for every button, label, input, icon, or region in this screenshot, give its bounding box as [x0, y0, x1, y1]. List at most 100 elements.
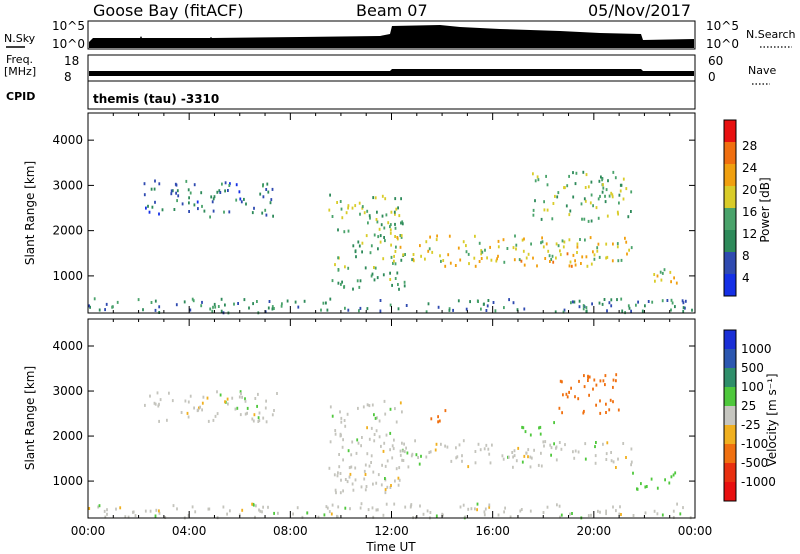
scatter-cell [267, 190, 270, 194]
colorbar-tick-label: 1000 [741, 342, 772, 356]
scatter-cell [376, 220, 379, 224]
scatter-cell [389, 448, 391, 452]
scatter-cell [383, 399, 386, 403]
scatter-cell [594, 461, 597, 465]
scatter-cell [383, 441, 386, 445]
scatter-cell [394, 262, 397, 266]
scatter-cell [366, 452, 369, 456]
scatter-cell [612, 170, 615, 174]
scatter-cell [595, 383, 598, 387]
scatter-cell [488, 452, 491, 456]
colorbar-tick-label: 8 [742, 249, 750, 263]
scatter-cell [654, 279, 656, 283]
scatter-cell [187, 415, 190, 419]
x-tick-label: 00:00 [71, 524, 106, 538]
scatter-cell [384, 197, 387, 201]
scatter-cell [395, 245, 397, 249]
scatter-cell [356, 438, 359, 442]
scatter-cell [625, 187, 628, 191]
scatter-cell [364, 266, 367, 270]
scatter-cell [344, 424, 347, 428]
scatter-cell [262, 195, 265, 199]
scatter-cell [570, 301, 572, 305]
scatter-cell [239, 197, 242, 201]
scatter-cell [391, 456, 394, 460]
scatter-cell [380, 483, 383, 487]
scatter-cell [389, 486, 392, 489]
scatter-cell [653, 273, 656, 276]
scatter-cell [605, 458, 608, 461]
scatter-cell [428, 247, 431, 251]
scatter-cell [336, 474, 339, 478]
scatter-cell [373, 266, 375, 269]
scatter-cell [616, 298, 618, 302]
scatter-cell [389, 228, 392, 232]
scatter-cell [374, 416, 377, 420]
scatter-cell [610, 304, 613, 308]
scatter-cell [556, 195, 559, 199]
scatter-cell [465, 250, 468, 254]
scatter-cell [176, 199, 178, 203]
scatter-cell [375, 429, 378, 433]
scatter-cell [515, 247, 517, 251]
scatter-cell [364, 488, 367, 492]
scatter-cell [386, 459, 389, 463]
scatter-cell [554, 194, 556, 198]
scatter-cell [271, 307, 274, 311]
scatter-cell [214, 305, 217, 309]
scatter-cell [521, 425, 523, 429]
scatter-cell [226, 397, 229, 401]
scatter-cell [474, 461, 477, 465]
scatter-cell [481, 250, 484, 254]
scatter-cell [446, 445, 449, 449]
scatter-cell [550, 258, 553, 261]
scatter-cell [406, 451, 409, 455]
scatter-cell [193, 183, 196, 187]
scatter-cell [540, 217, 543, 221]
velocity-colorbar-label: Velocity [m s⁻¹] [765, 373, 779, 466]
scatter-cell [387, 221, 390, 225]
scatter-cell [480, 257, 483, 260]
scatter-cell [515, 459, 518, 463]
scatter-cell [568, 174, 570, 178]
scatter-cell [373, 278, 376, 282]
scatter-cell [562, 393, 564, 397]
scatter-cell [331, 503, 334, 507]
colorbar-segment [724, 142, 736, 164]
scatter-cell [615, 379, 617, 383]
y-tick-label: 1000 [52, 474, 83, 488]
scatter-cell [397, 283, 399, 286]
colorbar-tick-label: 500 [741, 361, 764, 375]
scatter-cell [364, 463, 367, 467]
scatter-cell [605, 188, 608, 192]
scatter-cell [504, 506, 506, 510]
scatter-cell [376, 508, 379, 512]
scatter-cell [209, 307, 212, 311]
scatter-cell [157, 404, 160, 408]
scatter-cell [371, 506, 374, 510]
scatter-cell [359, 506, 362, 510]
freq-label: Freq. [6, 53, 33, 66]
colorbar-segment [724, 208, 736, 230]
scatter-cell [158, 402, 160, 406]
colorbar-segment [724, 120, 736, 142]
scatter-cell [251, 502, 253, 506]
scatter-cell [598, 301, 601, 305]
scatter-cell [671, 301, 674, 305]
scatter-cell [389, 271, 391, 275]
scatter-cell [673, 276, 675, 280]
scatter-cell [224, 181, 227, 185]
scatter-cell [362, 405, 365, 409]
scatter-cell [602, 379, 605, 383]
scatter-cell [317, 515, 320, 519]
scatter-cell [610, 459, 613, 463]
scatter-cell [502, 238, 505, 242]
scatter-cell [538, 426, 540, 430]
scatter-cell [257, 420, 260, 423]
scatter-cell [258, 411, 261, 415]
scatter-cell [272, 214, 274, 218]
scatter-cell [356, 279, 359, 283]
scatter-cell [212, 197, 215, 201]
scatter-cell [587, 376, 589, 380]
scatter-cell [617, 212, 619, 216]
